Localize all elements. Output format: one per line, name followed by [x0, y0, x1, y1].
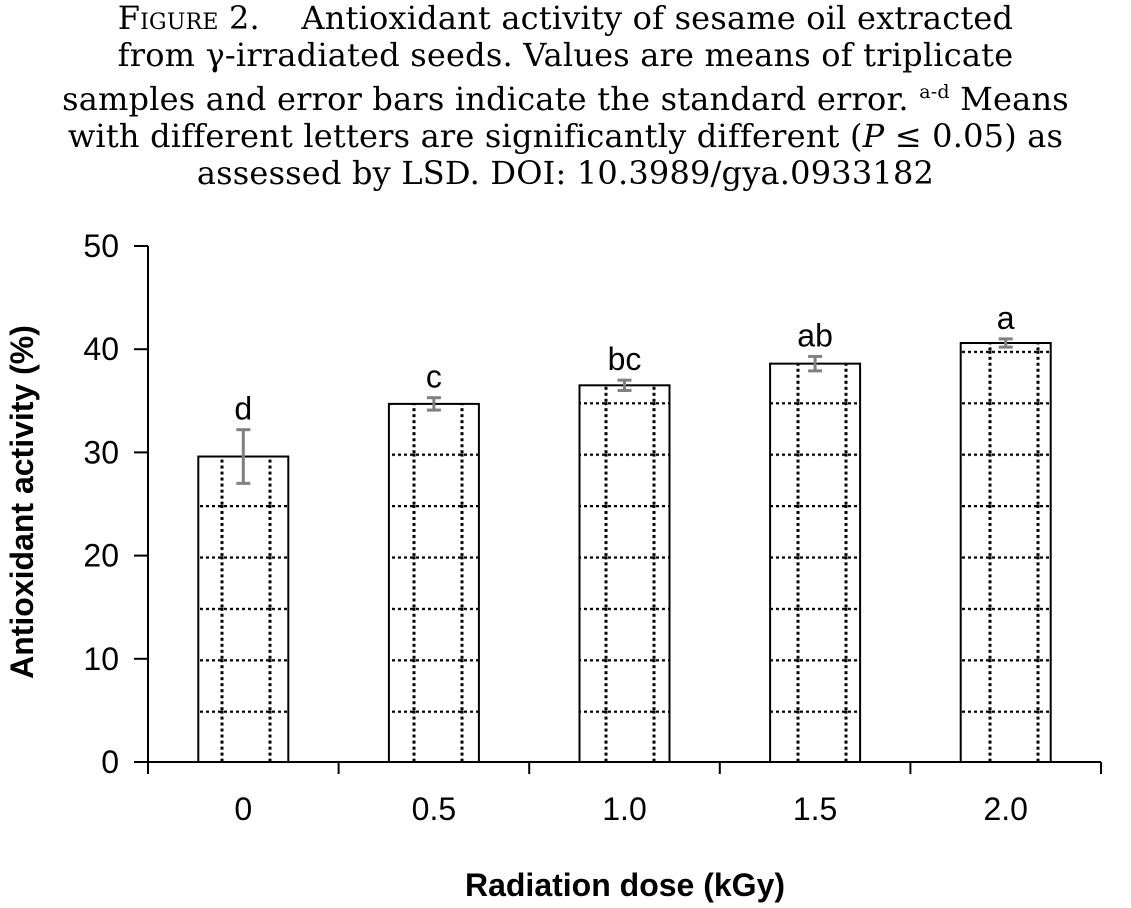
y-tick-label: 50: [83, 228, 119, 264]
y-tick-label: 20: [83, 538, 119, 574]
bar: [198, 457, 288, 762]
y-tick-label: 40: [83, 331, 119, 367]
bar: [389, 404, 479, 762]
x-tick-label: 2.0: [983, 791, 1027, 827]
bar: [770, 364, 860, 762]
significance-letter: d: [234, 391, 252, 427]
x-axis-title: Radiation dose (kGy): [465, 867, 785, 903]
significance-letter: ab: [797, 317, 833, 353]
significance-letter: c: [426, 359, 442, 395]
y-axis-title: Antioxidant activity (%): [4, 325, 40, 679]
y-tick-label: 10: [83, 641, 119, 677]
y-tick-label: 30: [83, 434, 119, 470]
x-tick-label: 1.5: [793, 791, 837, 827]
bar: [961, 343, 1051, 762]
x-tick-label: 0: [234, 791, 252, 827]
y-tick-label: 0: [101, 744, 119, 780]
x-tick-label: 0.5: [412, 791, 456, 827]
significance-letter: a: [997, 300, 1015, 336]
significance-letter: bc: [608, 341, 642, 377]
bars: [198, 339, 1050, 762]
x-tick-label: 1.0: [602, 791, 646, 827]
bar-chart: 0 10 20 30 40 50 d 0 c 0.5 bc 1.0 ab 1.5 a 2.0 Antioxi…: [0, 0, 1131, 908]
bar: [580, 385, 670, 762]
